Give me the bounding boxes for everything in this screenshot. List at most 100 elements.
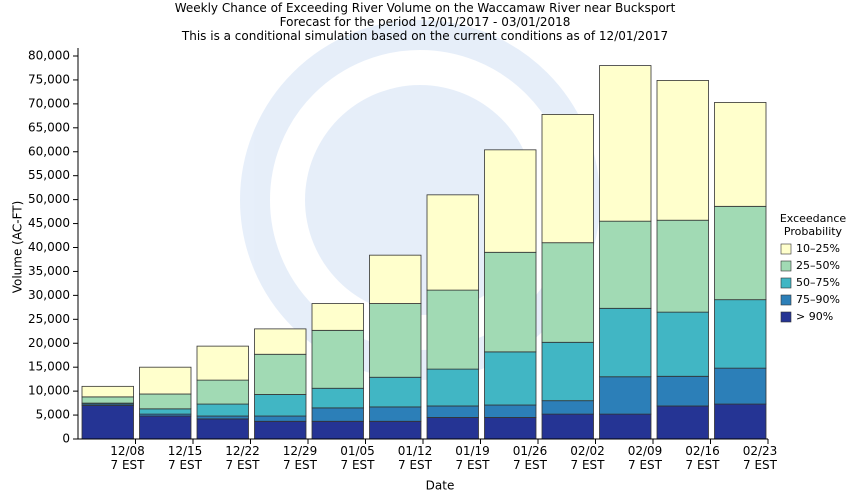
bar-segment [484,149,537,253]
bar-segment [254,394,307,417]
legend-swatch [780,243,792,255]
bar-segment [254,420,307,440]
bar-segment [426,289,479,370]
bar-segment [139,415,192,440]
bar-segment [599,65,652,222]
y-tick-label: 80,000 [28,49,70,63]
bar-segment [541,400,594,415]
bar-segment [484,404,537,418]
bar-segment [196,345,249,381]
x-tick-label: 02/02 7 EST [570,444,605,472]
x-tick-label: 12/29 7 EST [282,444,318,472]
y-tick-label: 60,000 [28,144,70,158]
bar-segment [714,102,767,207]
y-tick-label: 50,000 [28,192,70,206]
bar-segment [426,194,479,291]
bar-segment [196,415,249,420]
bar-segment [714,367,767,405]
bar-segment [484,251,537,353]
bar-segment [311,303,364,331]
bar-segment [714,299,767,369]
bar-segment [254,415,307,422]
y-tick-label: 45,000 [28,216,70,230]
bar-segment [541,413,594,440]
x-axis-label: Date [426,479,455,493]
y-tick-label: 40,000 [28,240,70,254]
bar-segment [196,418,249,440]
legend-label: 25–50% [796,259,840,272]
y-tick-label: 70,000 [28,96,70,110]
x-tick-label: 12/08 7 EST [110,444,145,472]
bar-segment [369,406,422,422]
x-tick-label: 01/26 7 EST [512,444,548,472]
bar-segment [426,368,479,407]
x-tick-label: 12/22 7 EST [225,444,260,472]
y-tick-label: 15,000 [28,360,70,374]
bar-segment [656,219,709,313]
legend-label: 10–25% [796,242,840,255]
y-tick-label: 30,000 [28,288,70,302]
bar-segment [81,385,134,398]
chart-title: Weekly Chance of Exceeding River Volume … [174,1,676,15]
bar-segment [426,417,479,440]
y-tick-label: 20,000 [28,336,70,350]
x-tick-label: 01/19 7 EST [455,444,490,472]
y-tick-label: 35,000 [28,264,70,278]
y-tick-label: 65,000 [28,120,70,134]
bar-segment [311,387,364,409]
bar-segment [311,407,364,422]
bar-segment [426,405,479,418]
y-tick-label: 5,000 [36,408,70,422]
bar-segment [484,417,537,440]
chart-subtitle: Forecast for the period 12/01/2017 - 03/… [279,15,571,29]
legend-swatch [780,294,792,306]
bar-segment [656,375,709,407]
x-tick-label: 01/12 7 EST [397,444,433,472]
bar-segment [254,328,307,355]
legend-swatch [780,311,792,323]
bar-segment [541,114,594,244]
bar-segment [254,353,307,395]
bar-segment [369,376,422,408]
bar-segment [369,254,422,304]
x-tick-label: 02/23 7 EST [742,444,778,472]
x-tick-label: 01/05 7 EST [340,444,375,472]
bar-segment [541,242,594,343]
bar-segment [139,393,192,410]
bar-segment [81,396,134,404]
bar-segment [311,329,364,389]
bar-segment [541,341,594,402]
bar-segment [599,413,652,440]
y-tick-label: 25,000 [28,312,70,326]
chart-note: This is a conditional simulation based o… [181,29,669,43]
bar-segment [196,403,249,417]
y-tick-label: 55,000 [28,168,70,182]
bar-segment [369,303,422,378]
bar-segment [599,307,652,378]
bar-segment [714,205,767,301]
bar-segment [599,376,652,415]
x-tick-label: 12/15 7 EST [167,444,203,472]
bar-segment [656,311,709,377]
bar-segment [196,379,249,405]
y-tick-label: 10,000 [28,384,70,398]
bar-segment [311,420,364,440]
legend-label: 75–90% [796,293,840,306]
titles: Weekly Chance of Exceeding River Volume … [0,1,850,43]
bar-segment [656,405,709,440]
bar-segment [714,403,767,440]
x-tick-label: 02/16 7 EST [685,444,720,472]
legend-swatch [780,277,792,289]
bar-segment [81,405,134,440]
bar-segment [139,366,192,395]
bar-segment [139,408,192,415]
legend-title: Exceedance Probability [779,212,847,238]
bar-segment [484,351,537,406]
legend-swatch [780,260,792,272]
legend-label: > 90% [796,310,833,323]
bar-segment [599,220,652,309]
bar-segment [656,80,709,221]
x-tick-label: 02/09 7 EST [627,444,663,472]
